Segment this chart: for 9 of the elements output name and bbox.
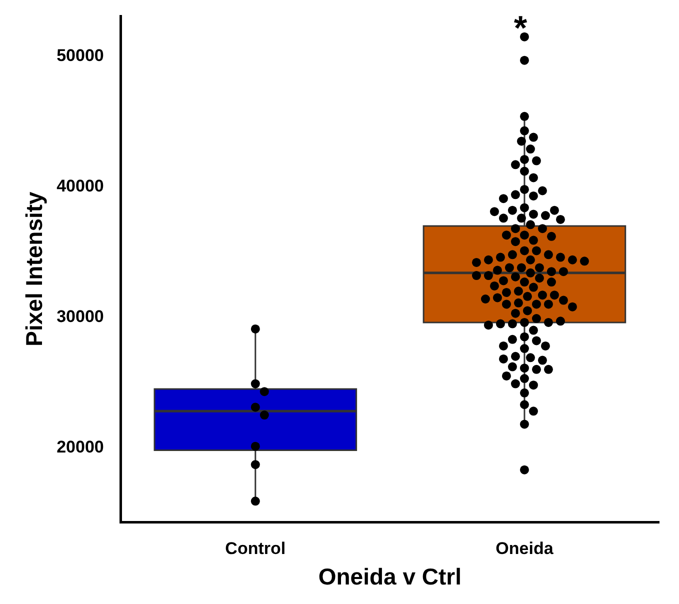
y-tick-label: 40000: [56, 176, 104, 196]
annotation: *: [514, 9, 528, 48]
y-tick-label: 20000: [56, 437, 104, 456]
x-axis-title: Oneida v Ctrl: [318, 564, 462, 590]
y-tick-label: 30000: [56, 306, 104, 326]
x-tick-label: Oneida: [496, 538, 554, 558]
y-tick-label: 50000: [56, 46, 104, 66]
y-axis-title: Pixel Intensity: [21, 191, 48, 346]
x-tick-label: Control: [225, 538, 286, 558]
